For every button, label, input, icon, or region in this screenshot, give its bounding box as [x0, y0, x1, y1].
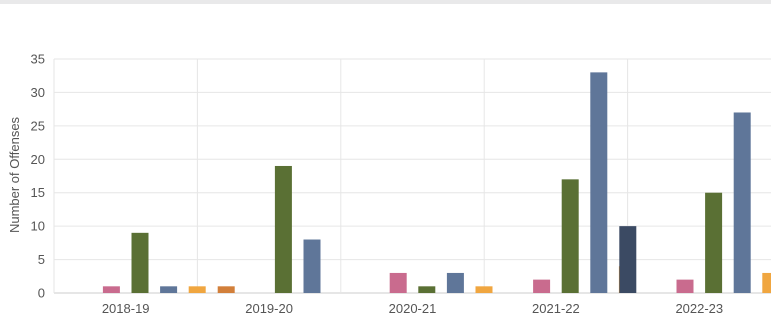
bar [561, 179, 579, 293]
bars [102, 72, 771, 293]
bar [619, 226, 637, 293]
bar [762, 272, 771, 293]
bar [590, 72, 608, 293]
y-tick-label: 25 [31, 118, 45, 133]
bar [475, 286, 493, 293]
bar [533, 279, 551, 293]
x-tick-label: 2022-23 [675, 301, 723, 316]
top-bar [0, 0, 771, 4]
bar [676, 279, 694, 293]
y-tick-label: 0 [38, 286, 45, 301]
bar [418, 286, 436, 293]
bar [160, 286, 178, 293]
bar [389, 272, 407, 293]
x-tick-label: 2021-22 [532, 301, 580, 316]
y-axis-ticks: 0 5 10 15 20 25 30 35 [31, 52, 45, 301]
y-tick-label: 35 [31, 52, 45, 67]
y-tick-label: 20 [31, 152, 45, 167]
x-tick-label: 2018-19 [102, 301, 150, 316]
y-tick-label: 30 [31, 85, 45, 100]
bar [274, 165, 292, 293]
bar [446, 272, 464, 293]
y-axis-label: Number of Offenses [7, 116, 22, 233]
x-tick-label: 2019-20 [245, 301, 293, 316]
bar [217, 286, 235, 293]
bar [705, 192, 723, 293]
y-tick-label: 15 [31, 185, 45, 200]
x-tick-label: 2020-21 [389, 301, 437, 316]
y-tick-label: 10 [31, 219, 45, 234]
bar [131, 232, 149, 293]
bar [102, 286, 120, 293]
y-tick-label: 5 [38, 252, 45, 267]
x-axis-ticks: 2018-19 2019-20 2020-21 2021-22 2022-23 [102, 301, 723, 316]
grid-lines [53, 58, 771, 294]
bar [188, 286, 206, 293]
bar [303, 239, 321, 293]
bar [733, 112, 751, 293]
